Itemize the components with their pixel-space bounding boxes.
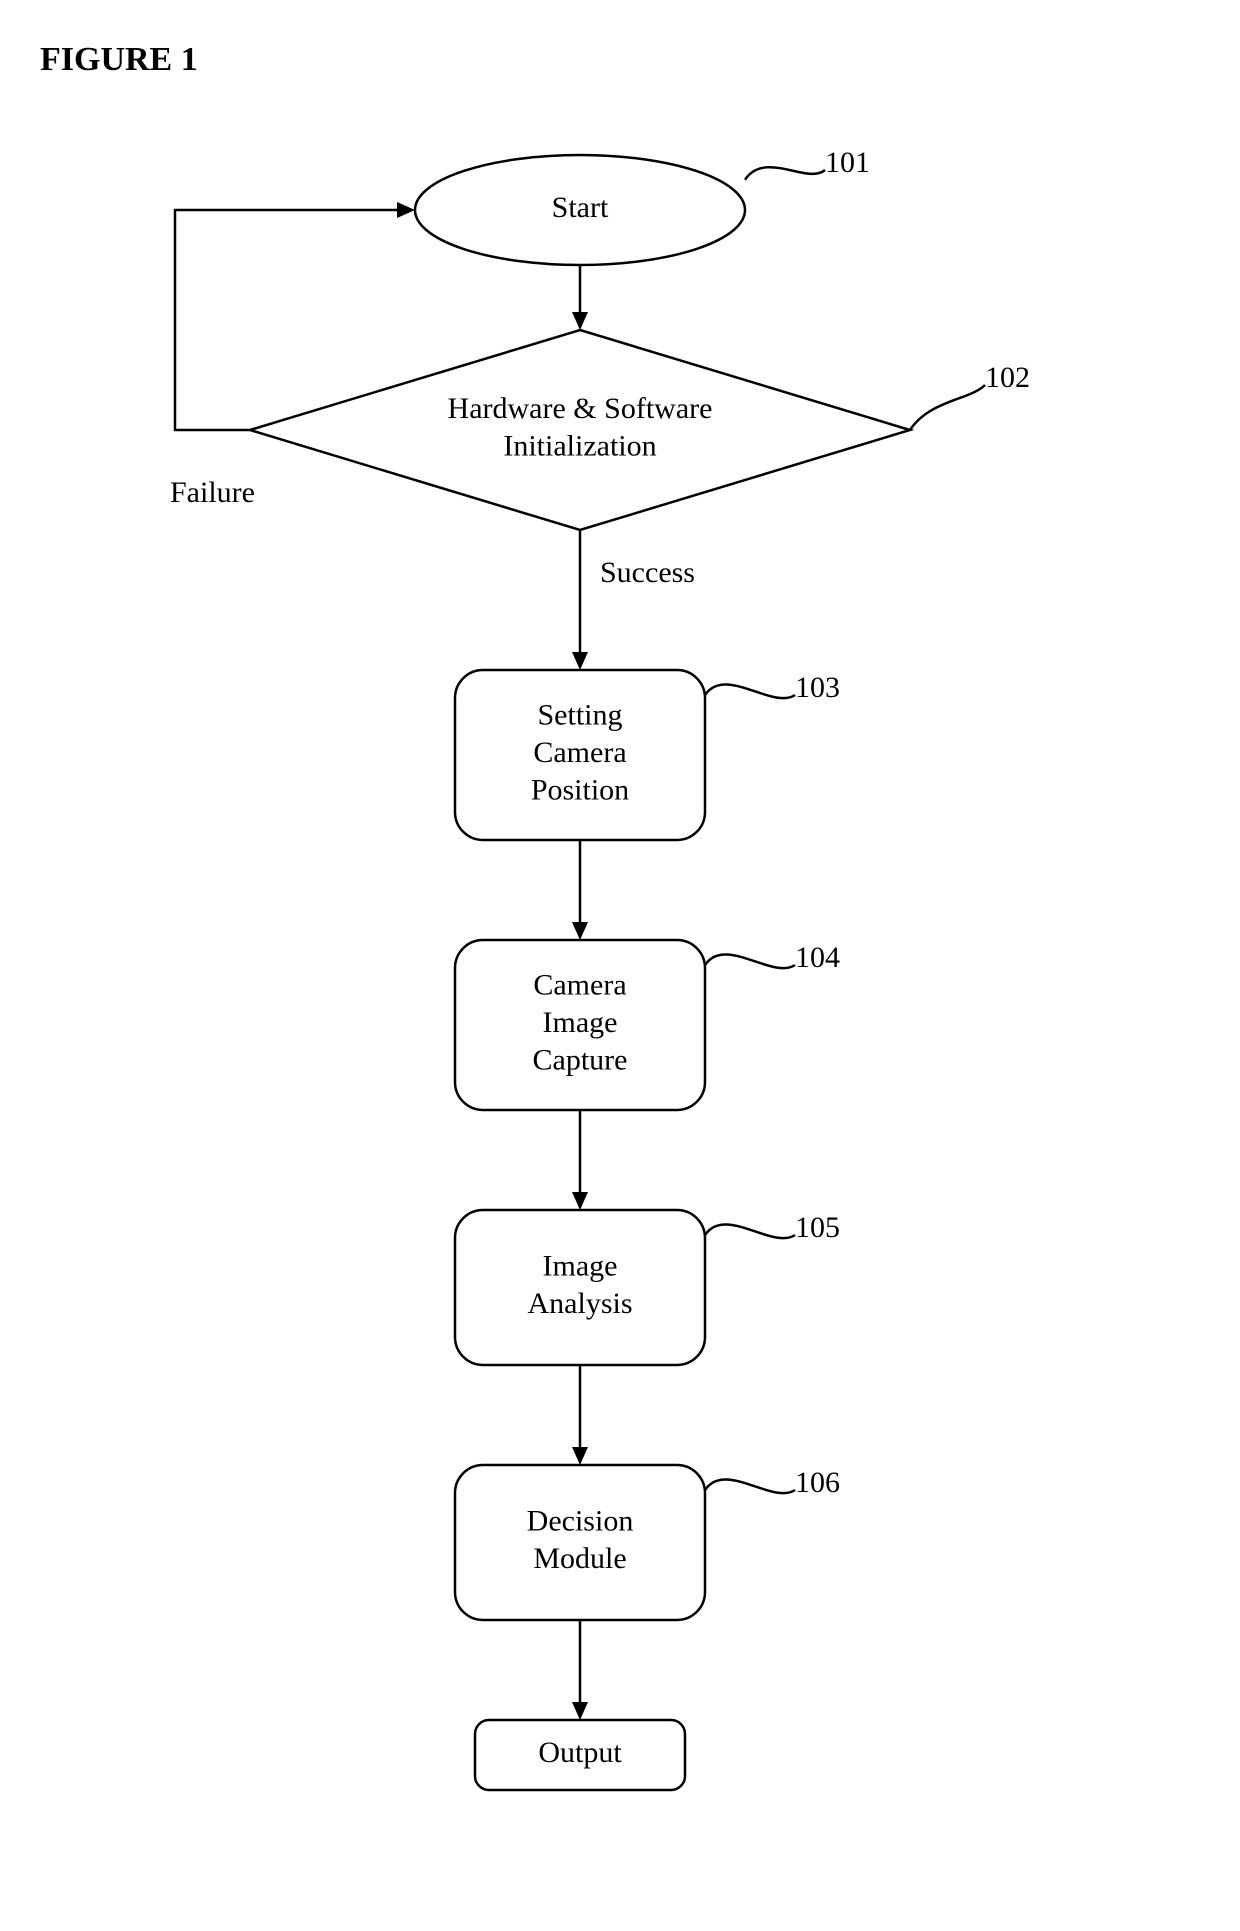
callout-101: 101	[825, 146, 870, 179]
callout-103: 103	[795, 671, 840, 704]
callout-leader-104	[705, 954, 795, 968]
callout-102: 102	[985, 361, 1030, 394]
callout-106: 106	[795, 1466, 840, 1499]
node-start-label-line0: Start	[552, 191, 609, 224]
arrowhead-icon	[397, 202, 415, 218]
node-init-label-line0: Hardware & Software	[448, 392, 713, 425]
node-decision-label-line0: Decision	[527, 1505, 634, 1538]
node-output-label-line0: Output	[538, 1736, 622, 1769]
node-capture-label-line0: Camera	[533, 968, 626, 1001]
callout-104: 104	[795, 941, 840, 974]
callout-leader-101	[745, 167, 825, 180]
node-setcam-label-line2: Position	[531, 773, 629, 806]
node-setcam-label-line1: Camera	[533, 736, 626, 769]
arrowhead-icon	[572, 1702, 588, 1720]
arrowhead-icon	[572, 312, 588, 330]
node-analysis-label-line0: Image	[543, 1250, 618, 1283]
edge-label-Success: Success	[600, 556, 695, 589]
edge-label-Failure: Failure	[170, 476, 255, 509]
arrowhead-icon	[572, 922, 588, 940]
figure-title: FIGURE 1	[40, 41, 198, 78]
node-decision-label-line1: Module	[533, 1542, 626, 1575]
callout-105: 105	[795, 1211, 840, 1244]
node-init-label-line1: Initialization	[503, 430, 656, 463]
edge-init-to-start	[175, 210, 404, 430]
arrowhead-icon	[572, 1192, 588, 1210]
arrowhead-icon	[572, 1447, 588, 1465]
node-capture-label-line1: Image	[543, 1006, 618, 1039]
arrowhead-icon	[572, 652, 588, 670]
node-capture-label-line2: Capture	[533, 1043, 628, 1076]
node-setcam-label-line0: Setting	[537, 698, 622, 731]
callout-leader-106	[705, 1479, 795, 1493]
callout-leader-103	[705, 684, 795, 698]
node-analysis-label-line1: Analysis	[528, 1287, 633, 1320]
callout-leader-105	[705, 1224, 795, 1238]
callout-leader-102	[910, 385, 985, 430]
